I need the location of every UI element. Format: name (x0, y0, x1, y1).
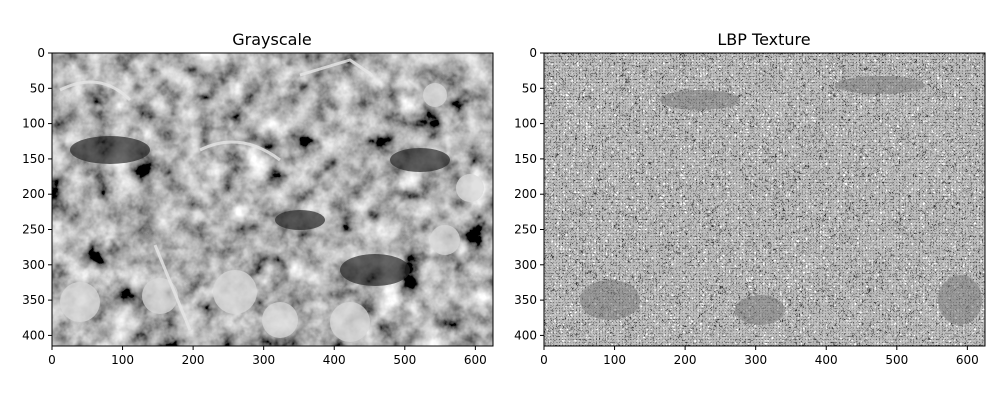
grayscale-x-tick-label: 100 (111, 353, 134, 367)
grayscale-x-tick-label: 200 (182, 353, 205, 367)
grayscale-y-tick-label: 300 (22, 258, 45, 272)
grayscale-x-tick-label: 400 (323, 353, 346, 367)
lbp-x-tick-label: 500 (885, 353, 908, 367)
grayscale-y-tick-label: 0 (37, 46, 45, 60)
grayscale-panel: Grayscale (22, 30, 494, 367)
lbp-y-tick-label: 100 (514, 117, 537, 131)
grayscale-x-tick-label: 500 (393, 353, 416, 367)
grayscale-x-tick-label: 300 (252, 353, 275, 367)
lbp-x-tick-label: 300 (744, 353, 767, 367)
lbp-x-tick-label: 100 (603, 353, 626, 367)
grayscale-y-axis: 0 50 100 150 200 250 300 350 400 (22, 46, 52, 342)
grayscale-x-axis: 0 100 200 300 400 500 600 (48, 346, 487, 367)
grayscale-y-tick-label: 400 (22, 328, 45, 342)
lbp-y-tick-label: 350 (514, 293, 537, 307)
grayscale-y-tick-label: 200 (22, 187, 45, 201)
grayscale-image (52, 53, 493, 346)
grayscale-y-tick-label: 150 (22, 152, 45, 166)
lbp-y-tick-label: 300 (514, 258, 537, 272)
lbp-axes-frame (543, 52, 986, 347)
grayscale-y-tick-label: 350 (22, 293, 45, 307)
lbp-x-tick-label: 200 (674, 353, 697, 367)
lbp-x-tick-label: 0 (540, 353, 548, 367)
lbp-x-tick-label: 600 (956, 353, 979, 367)
grayscale-y-tick-label: 250 (22, 223, 45, 237)
grayscale-axes-frame (51, 52, 494, 347)
lbp-title: LBP Texture (717, 30, 810, 49)
grayscale-x-tick-label: 0 (48, 353, 56, 367)
grayscale-y-tick-label: 50 (30, 81, 45, 95)
lbp-x-axis: 0 100 200 300 400 500 600 (540, 346, 979, 367)
lbp-panel: LBP Texture 0 100 200 300 400 500 600 0 50 100 15… (514, 30, 986, 367)
lbp-y-tick-label: 150 (514, 152, 537, 166)
grayscale-title: Grayscale (232, 30, 311, 49)
lbp-image (544, 53, 985, 346)
lbp-y-axis: 0 50 100 150 200 250 300 350 400 (514, 46, 544, 342)
grayscale-x-tick-label: 600 (464, 353, 487, 367)
lbp-y-tick-label: 0 (529, 46, 537, 60)
lbp-y-tick-label: 200 (514, 187, 537, 201)
lbp-y-tick-label: 400 (514, 328, 537, 342)
grayscale-y-tick-label: 100 (22, 117, 45, 131)
lbp-y-tick-label: 50 (522, 81, 537, 95)
lbp-x-tick-label: 400 (815, 353, 838, 367)
lbp-y-tick-label: 250 (514, 223, 537, 237)
